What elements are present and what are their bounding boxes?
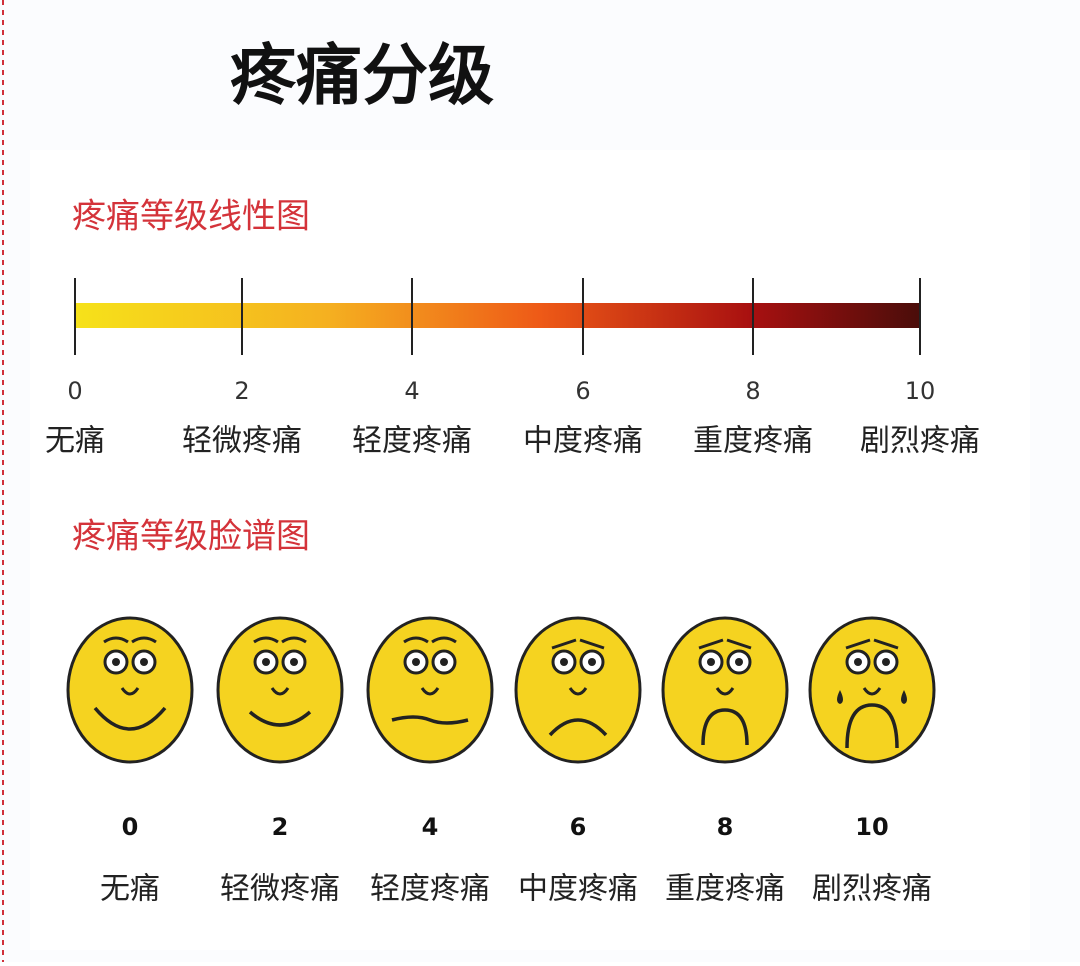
face (366, 616, 494, 764)
pupil (290, 658, 298, 666)
face-circle (366, 616, 494, 764)
tick-label: 中度疼痛 (523, 424, 643, 459)
section-title: 疼痛等级线性图 (72, 197, 310, 237)
pupil (262, 658, 270, 666)
tear (837, 690, 843, 704)
nose (270, 687, 290, 696)
eyebrow (698, 638, 724, 650)
face-score: 6 (570, 813, 587, 841)
pain-bar (75, 303, 920, 328)
tick-label: 轻度疼痛 (352, 424, 472, 459)
face-circle (661, 616, 789, 764)
tick-number: 8 (745, 377, 760, 405)
tick-number: 2 (234, 377, 249, 405)
face-score: 2 (272, 813, 289, 841)
face (66, 616, 194, 764)
face-score: 4 (422, 813, 439, 841)
pupil (882, 658, 890, 666)
nose (715, 687, 735, 696)
tick-number: 4 (404, 377, 419, 405)
face (514, 616, 642, 764)
nose (862, 687, 882, 696)
panel (30, 150, 1030, 950)
tick-label: 无痛 (45, 424, 105, 459)
face-score: 0 (122, 813, 139, 841)
eyebrow (579, 638, 605, 650)
eyebrow (845, 638, 871, 650)
eyebrow (403, 636, 429, 644)
tick-number: 10 (905, 377, 936, 405)
pupil (112, 658, 120, 666)
tick-label: 轻微疼痛 (182, 424, 302, 459)
face (808, 616, 936, 764)
tick-label: 重度疼痛 (693, 424, 813, 459)
mouth (845, 703, 899, 749)
eyebrow (431, 636, 457, 644)
face-circle (514, 616, 642, 764)
face-label: 中度疼痛 (518, 872, 638, 907)
face (216, 616, 344, 764)
face-circle (66, 616, 194, 764)
pupil (735, 658, 743, 666)
face-label: 重度疼痛 (665, 872, 785, 907)
tear (901, 690, 907, 704)
pupil (588, 658, 596, 666)
face-label: 轻度疼痛 (370, 872, 490, 907)
page-title: 疼痛分级 (230, 37, 494, 114)
face-circle (808, 616, 936, 764)
eyebrow (281, 636, 307, 644)
eyebrow (551, 638, 577, 650)
face-score: 10 (855, 813, 888, 841)
pupil (440, 658, 448, 666)
eyebrow (253, 636, 279, 644)
pupil (412, 658, 420, 666)
nose (568, 687, 588, 696)
pupil (560, 658, 568, 666)
tick-number: 0 (67, 377, 82, 405)
face-circle (216, 616, 344, 764)
pupil (140, 658, 148, 666)
tick-label: 剧烈疼痛 (860, 424, 980, 459)
mouth (248, 710, 312, 727)
eyebrow (131, 636, 157, 644)
eyebrow (873, 638, 899, 650)
pupil (707, 658, 715, 666)
pupil (854, 658, 862, 666)
nose (420, 687, 440, 696)
tick-number: 6 (575, 377, 590, 405)
mouth (701, 708, 749, 746)
eyebrow (103, 636, 129, 644)
face-score: 8 (717, 813, 734, 841)
face-label: 剧烈疼痛 (812, 872, 932, 907)
nose (120, 687, 140, 696)
face-label: 轻微疼痛 (220, 872, 340, 907)
face-label: 无痛 (100, 872, 160, 907)
mouth (93, 706, 167, 731)
mouth (548, 718, 608, 737)
eyebrow (726, 638, 752, 650)
mouth (391, 715, 469, 725)
content: 0 无痛 2 轻微疼痛 4 轻度疼痛 6 中度疼痛 8 重度疼痛 10 剧烈疼痛 0 无痛 2 轻微疼痛 4 轻度… (45, 278, 980, 907)
face (661, 616, 789, 764)
section-title: 疼痛等级脸谱图 (72, 517, 310, 557)
